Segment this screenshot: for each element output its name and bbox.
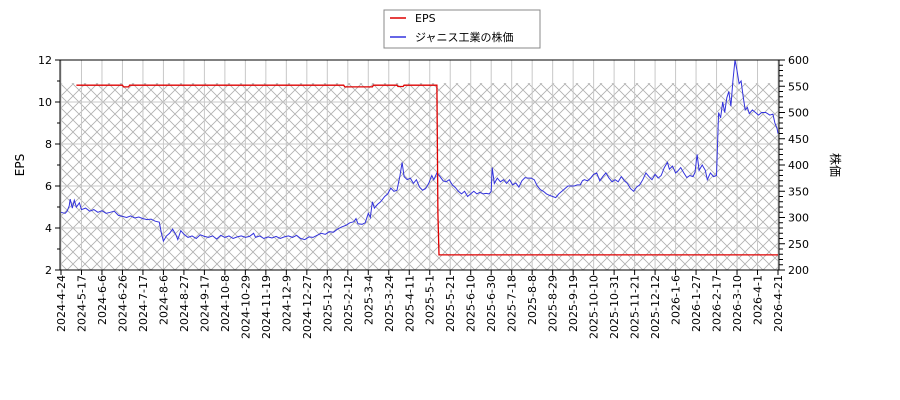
right-tick-label: 300	[788, 212, 809, 225]
legend: EPS ジャニス工業の株価	[383, 9, 541, 49]
x-tick-label: 2024-4-24	[55, 275, 68, 332]
left-tick-label: 2	[45, 264, 52, 277]
series-lines	[60, 60, 779, 256]
x-tick-label: 2025-3-24	[383, 275, 396, 332]
x-tick-label: 2025-6-10	[465, 275, 478, 332]
x-tick-label: 2024-12-9	[280, 275, 293, 332]
x-tick-label: 2024-6-6	[96, 275, 109, 325]
right-tick-label: 400	[788, 159, 809, 172]
x-tick-label: 2025-2-12	[342, 275, 355, 332]
right-tick-label: 550	[788, 80, 809, 93]
x-tick-label: 2024-7-17	[137, 275, 150, 332]
x-tick-label: 2024-9-17	[198, 275, 211, 332]
shaded-region	[61, 83, 778, 270]
x-tick-label: 2025-8-29	[547, 275, 560, 332]
x-tick-label: 2024-10-8	[219, 275, 232, 332]
x-tick-label: 2025-9-19	[567, 275, 580, 332]
eps-line	[76, 84, 778, 256]
right-tick-label: 600	[788, 54, 809, 67]
x-tick-label: 2025-4-11	[403, 275, 416, 332]
left-tick-label: 12	[38, 54, 52, 67]
x-tick-label: 2025-10-31	[608, 275, 621, 339]
x-tick-label: 2024-5-17	[75, 275, 88, 332]
legend-price-label: ジャニス工業の株価	[415, 30, 513, 44]
right-tick-label: 200	[788, 264, 809, 277]
x-tick-label: 2025-11-21	[629, 275, 642, 339]
x-tick-label: 2025-8-8	[526, 275, 539, 325]
right-tick-label: 250	[788, 238, 809, 251]
left-tick-label: 4	[45, 222, 52, 235]
legend-eps-label: EPS	[415, 12, 436, 25]
x-tick-label: 2026-4-1	[752, 275, 765, 325]
x-tick-label: 2025-6-30	[485, 275, 498, 332]
x-tick-label: 2025-5-21	[444, 275, 457, 332]
x-tick-label: 2025-1-23	[321, 275, 334, 332]
x-tick-label: 2024-12-27	[301, 275, 314, 339]
x-tick-label: 2024-8-27	[178, 275, 191, 332]
x-tick-label: 2024-8-6	[157, 275, 170, 325]
right-tick-label: 350	[788, 185, 809, 198]
left-axis-title: EPS	[13, 154, 27, 176]
right-axis-title: 株価	[828, 153, 843, 177]
x-tick-label: 2026-4-21	[772, 275, 785, 332]
x-tick-label: 2025-5-1	[424, 275, 437, 325]
x-tick-label: 2025-7-18	[506, 275, 519, 332]
left-tick-label: 8	[45, 138, 52, 151]
x-tick-label: 2024-10-29	[239, 275, 252, 339]
x-tick-label: 2024-6-26	[116, 275, 129, 332]
plot-area	[59, 59, 780, 271]
right-tick-label: 500	[788, 107, 809, 120]
x-tick-label: 2025-10-10	[588, 275, 601, 339]
x-axis: 2024-4-24 2024-5-17 2024-6-6 2024-6-26 2024-…	[55, 270, 785, 339]
x-tick-label: 2025-3-4	[362, 275, 375, 325]
price-line	[60, 60, 779, 243]
left-tick-label: 6	[45, 180, 52, 193]
x-tick-label: 2025-12-12	[649, 275, 662, 339]
x-tick-label: 2024-11-19	[260, 275, 273, 339]
x-tick-label: 2026-3-10	[731, 275, 744, 332]
x-tick-label: 2026-2-17	[711, 275, 724, 332]
right-tick-label: 450	[788, 133, 809, 146]
right-y-axis: 200 250 300 350 400 450 500 550 600	[779, 54, 809, 277]
left-tick-label: 10	[38, 96, 52, 109]
left-y-axis: 2 4 6 8 10 12	[38, 54, 60, 277]
x-tick-label: 2026-1-27	[690, 275, 703, 332]
x-tick-label: 2026-1-6	[670, 275, 683, 325]
